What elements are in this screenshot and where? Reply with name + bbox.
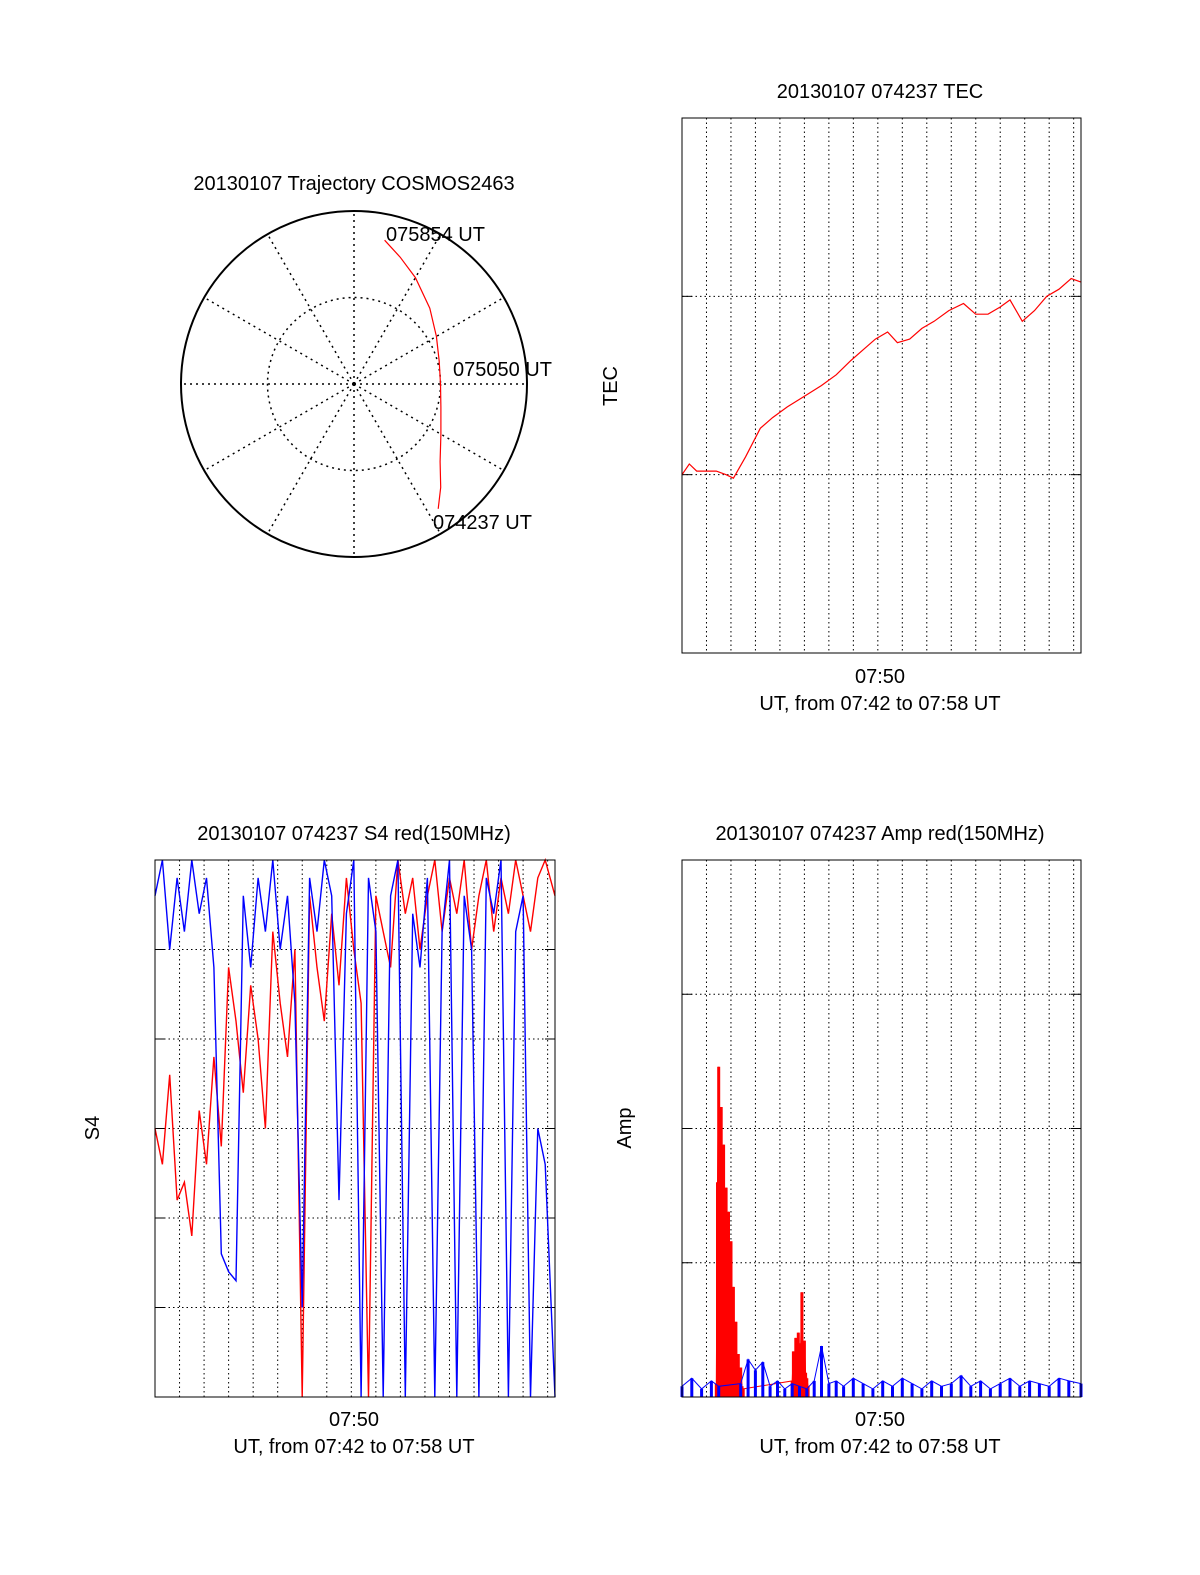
amp-title: 20130107 074237 Amp red(150MHz) [715, 823, 1044, 845]
s4-axes-frame [154, 859, 556, 1398]
polar-grid [180, 210, 528, 558]
tec-grid [682, 117, 1081, 654]
polar-spoke-30 [353, 233, 442, 385]
polar-spoke-60 [353, 296, 505, 385]
amp-x-axis-label: UT, from 07:42 to 07:58 UT [759, 1436, 1000, 1458]
amp-y-axis-label: Amp [614, 1107, 636, 1148]
polar-spoke-300 [203, 296, 355, 385]
polar-spoke-150 [353, 383, 442, 535]
s4-plot: 20130107 074237 S4 red(150MHz) 07:50 UT,… [82, 823, 556, 1458]
polar-spoke-210 [266, 383, 355, 535]
trajectory-polar-plot: 20130107 Trajectory COSMOS2463 075854 UT… [180, 173, 552, 558]
polar-outer-circle [180, 210, 528, 558]
amp-plot: 20130107 074237 Amp red(150MHz) 07:50 UT… [614, 823, 1083, 1458]
tec-y-axis-label: TEC [600, 366, 622, 406]
tec-x-tick-label: 07:50 [855, 666, 905, 688]
polar-spoke-120 [353, 383, 505, 472]
trajectory-title: 20130107 Trajectory COSMOS2463 [193, 173, 514, 195]
annotation-end-time: 075854 UT [386, 224, 485, 246]
annotation-mid-time: 075050 UT [453, 359, 552, 381]
polar-spoke-330 [266, 233, 355, 385]
s4-x-tick-label: 07:50 [329, 1409, 379, 1431]
tec-series [681, 277, 1082, 479]
polar-spoke-240 [203, 383, 355, 472]
annotation-start-time: 074237 UT [433, 512, 532, 534]
amp-axes-frame [681, 859, 1082, 1398]
tec-title: 20130107 074237 TEC [777, 81, 983, 103]
trajectory-line [384, 239, 442, 509]
tec-plot: 20130107 074237 TEC 07:50 UT, from 07:42… [600, 81, 1082, 715]
s4-x-axis-label: UT, from 07:42 to 07:58 UT [233, 1436, 474, 1458]
amp-series-1-line [681, 1345, 1082, 1390]
s4-title: 20130107 074237 S4 red(150MHz) [197, 823, 511, 845]
amp-series-0-line [715, 1066, 809, 1390]
tec-series-0-line [681, 277, 1082, 479]
s4-y-axis-label: S4 [82, 1116, 104, 1140]
tec-x-axis-label: UT, from 07:42 to 07:58 UT [759, 693, 1000, 715]
amp-x-tick-label: 07:50 [855, 1409, 905, 1431]
trajectory-series [384, 239, 442, 509]
tec-axes-frame [681, 117, 1082, 654]
